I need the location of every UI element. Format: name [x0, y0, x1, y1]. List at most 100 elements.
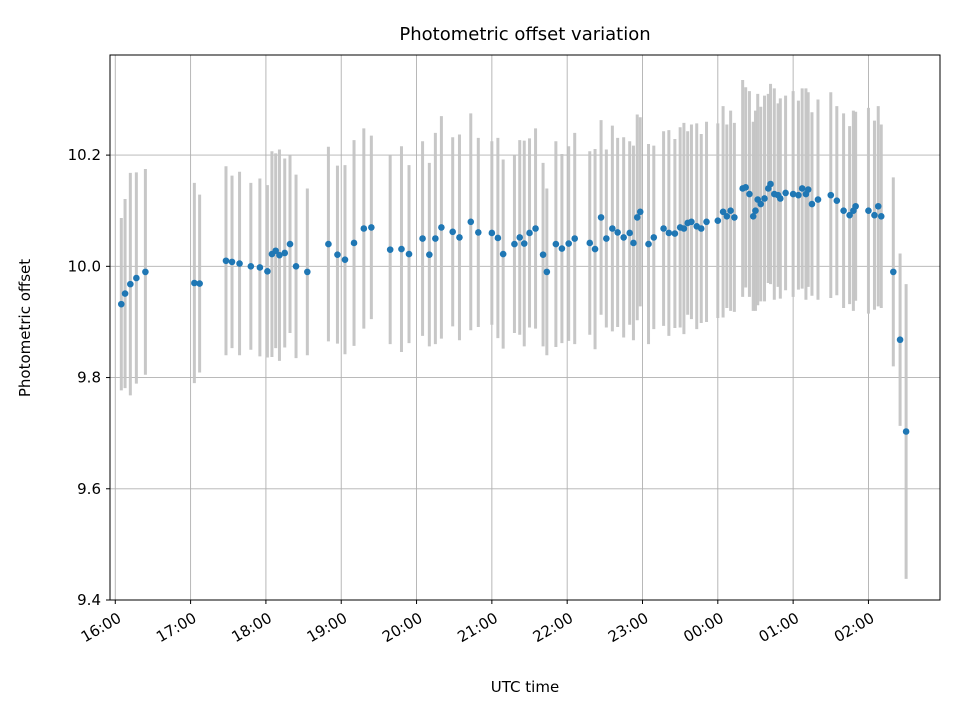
data-point	[731, 214, 738, 221]
x-tick-label: 18:00	[228, 609, 274, 646]
y-axis-label: Photometric offset	[16, 259, 34, 397]
data-point	[767, 180, 774, 188]
data-point	[746, 190, 753, 198]
data-point	[121, 290, 129, 297]
data-point	[526, 229, 533, 237]
data-point	[902, 428, 910, 435]
data-point	[609, 225, 616, 232]
data-point	[191, 279, 198, 287]
data-point	[520, 240, 528, 247]
data-point	[680, 225, 688, 232]
data-point	[591, 245, 599, 253]
data-point	[846, 211, 853, 219]
data-point	[749, 212, 757, 220]
data-point	[142, 268, 149, 276]
data-point	[449, 228, 456, 236]
data-point	[264, 268, 271, 275]
data-point	[742, 184, 749, 191]
data-point	[795, 191, 802, 199]
data-point	[614, 229, 621, 236]
data-point	[117, 300, 125, 308]
data-point	[597, 214, 605, 221]
data-point	[852, 202, 859, 210]
data-point	[341, 256, 349, 263]
y-tick-label: 10.2	[68, 146, 101, 164]
data-point	[539, 251, 547, 258]
data-point	[360, 225, 368, 232]
x-tick-label: 17:00	[153, 609, 199, 646]
data-point	[292, 263, 300, 270]
x-tick-label: 21:00	[454, 609, 500, 646]
data-point	[814, 196, 822, 203]
data-point	[660, 225, 667, 232]
data-point	[488, 229, 496, 237]
data-point	[874, 202, 882, 210]
data-point	[636, 208, 644, 216]
data-point	[650, 234, 658, 241]
x-tick-label: 02:00	[831, 609, 877, 646]
data-point	[877, 212, 885, 220]
data-point	[630, 239, 637, 247]
data-point	[516, 234, 524, 241]
data-point	[475, 229, 482, 236]
data-point	[896, 336, 904, 344]
data-point	[532, 225, 539, 232]
data-point	[236, 260, 243, 267]
y-tick-label: 10.0	[68, 257, 101, 275]
x-tick-label: 00:00	[680, 609, 726, 646]
data-point	[272, 247, 279, 255]
data-point	[620, 234, 627, 241]
y-tick-label: 9.4	[77, 591, 101, 609]
data-point	[777, 195, 784, 202]
data-point	[789, 190, 797, 198]
data-point	[256, 264, 264, 271]
data-point	[133, 274, 140, 282]
data-point	[719, 208, 727, 216]
data-point	[827, 191, 835, 199]
data-point	[228, 258, 236, 266]
data-point	[196, 280, 203, 287]
data-point	[419, 235, 426, 242]
data-point	[865, 207, 872, 215]
data-point	[603, 235, 610, 242]
data-point	[438, 224, 445, 231]
data-point	[626, 229, 633, 237]
data-point	[871, 211, 878, 219]
x-tick-label: 16:00	[78, 609, 124, 646]
x-tick-label: 19:00	[304, 609, 350, 646]
data-point	[432, 235, 439, 242]
data-point	[456, 234, 463, 241]
data-point	[281, 249, 289, 257]
x-tick-label: 01:00	[756, 609, 802, 646]
data-point	[494, 234, 502, 242]
data-point	[350, 239, 358, 247]
data-point	[727, 207, 734, 215]
data-point	[386, 246, 394, 253]
data-point	[752, 207, 759, 215]
data-point	[334, 251, 341, 258]
data-point	[543, 268, 551, 276]
data-point	[723, 212, 731, 220]
data-point	[688, 218, 695, 226]
x-tick-label: 20:00	[379, 609, 425, 646]
data-point	[808, 200, 816, 208]
data-point	[840, 207, 847, 215]
data-point	[714, 217, 722, 225]
chart-title: Photometric offset variation	[399, 24, 650, 45]
data-point	[276, 251, 283, 259]
data-point	[286, 240, 294, 248]
data-point	[222, 257, 230, 265]
y-tick-label: 9.8	[77, 369, 101, 387]
data-point	[645, 240, 652, 248]
data-point	[552, 240, 560, 248]
data-point	[558, 245, 566, 252]
data-point	[697, 225, 705, 232]
data-point	[633, 214, 641, 221]
data-point	[757, 200, 765, 208]
data-point	[368, 224, 375, 231]
data-point	[761, 195, 768, 202]
data-point	[804, 186, 812, 193]
y-tick-label: 9.6	[77, 480, 101, 498]
data-point	[671, 230, 679, 237]
data-point	[833, 197, 841, 205]
